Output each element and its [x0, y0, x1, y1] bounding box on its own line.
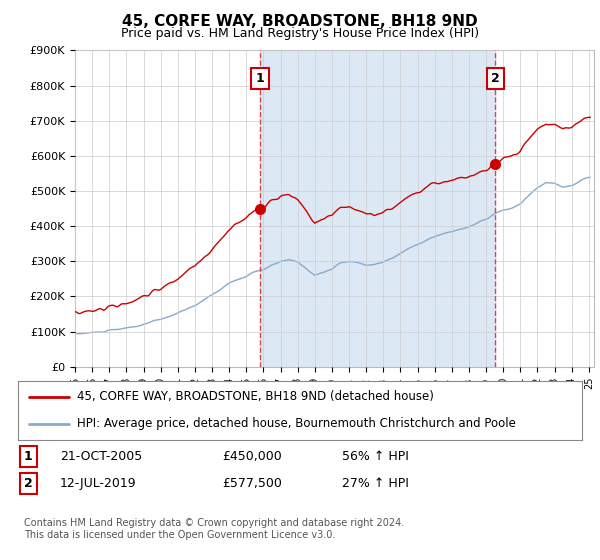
Bar: [260, 50, 496, 367]
Text: 2: 2: [24, 477, 33, 490]
Text: 1: 1: [24, 450, 33, 463]
Text: 27% ↑ HPI: 27% ↑ HPI: [342, 477, 409, 490]
Text: 21-OCT-2005: 21-OCT-2005: [60, 450, 142, 463]
Text: Contains HM Land Registry data © Crown copyright and database right 2024.
This d: Contains HM Land Registry data © Crown c…: [24, 518, 404, 540]
Text: 45, CORFE WAY, BROADSTONE, BH18 9ND: 45, CORFE WAY, BROADSTONE, BH18 9ND: [122, 14, 478, 29]
Text: 2: 2: [491, 72, 500, 85]
Text: 1: 1: [256, 72, 265, 85]
Text: 12-JUL-2019: 12-JUL-2019: [60, 477, 137, 490]
Text: HPI: Average price, detached house, Bournemouth Christchurch and Poole: HPI: Average price, detached house, Bour…: [77, 417, 516, 430]
Text: 56% ↑ HPI: 56% ↑ HPI: [342, 450, 409, 463]
Text: £450,000: £450,000: [222, 450, 282, 463]
Text: Price paid vs. HM Land Registry's House Price Index (HPI): Price paid vs. HM Land Registry's House …: [121, 27, 479, 40]
Text: £577,500: £577,500: [222, 477, 282, 490]
Text: 45, CORFE WAY, BROADSTONE, BH18 9ND (detached house): 45, CORFE WAY, BROADSTONE, BH18 9ND (det…: [77, 390, 434, 403]
